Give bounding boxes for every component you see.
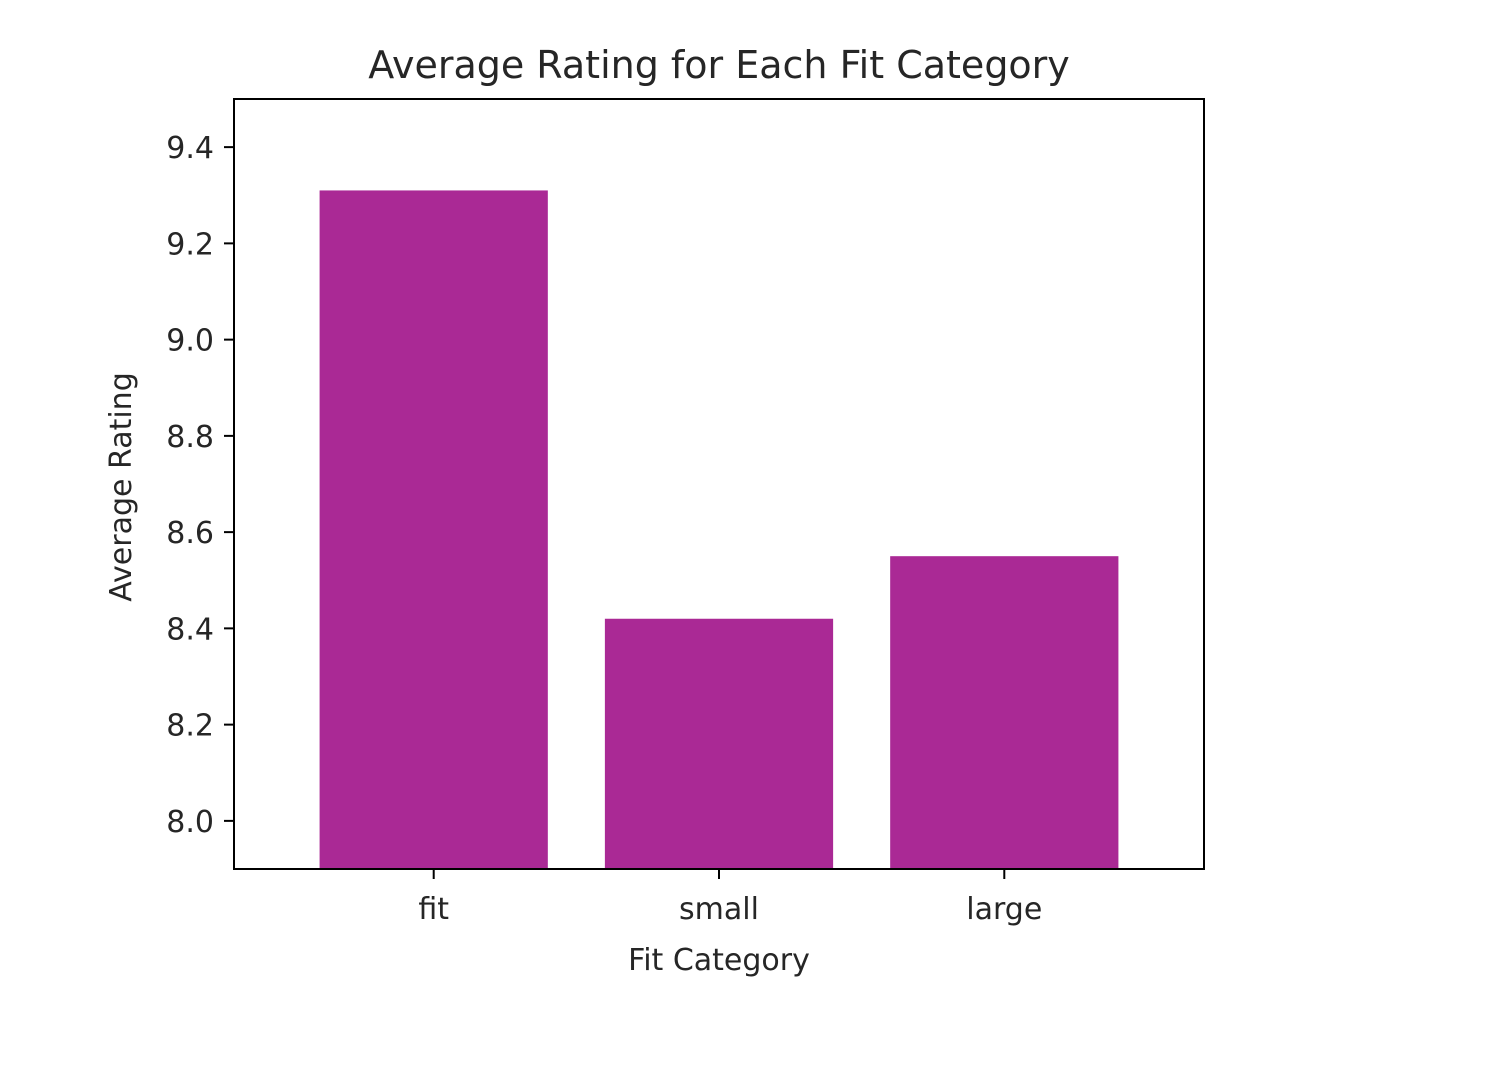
y-axis-label: Average Rating — [104, 372, 139, 601]
y-axis: 8.0 8.2 8.4 8.6 8.8 9.0 9.2 9.4 — [166, 131, 234, 840]
y-tick-label-8.8: 8.8 — [166, 420, 214, 455]
bar-small — [604, 618, 834, 869]
x-tick-label-large: large — [966, 892, 1042, 927]
bar-large — [890, 556, 1119, 869]
bars-group — [319, 190, 1119, 869]
bar-fit — [319, 190, 548, 869]
y-tick-label-8.0: 8.0 — [166, 805, 214, 840]
x-axis: fit small large — [418, 869, 1042, 927]
y-tick-label-9.4: 9.4 — [166, 131, 214, 166]
x-tick-label-small: small — [679, 892, 759, 927]
y-tick-label-8.4: 8.4 — [166, 612, 214, 647]
y-tick-label-9.0: 9.0 — [166, 324, 214, 359]
x-axis-label: Fit Category — [628, 943, 810, 978]
y-tick-label-8.2: 8.2 — [166, 709, 214, 744]
chart-title: Average Rating for Each Fit Category — [368, 43, 1070, 87]
y-tick-label-8.6: 8.6 — [166, 516, 214, 551]
x-tick-label-fit: fit — [418, 892, 449, 927]
plot-frame — [233, 98, 1205, 870]
y-tick-label-9.2: 9.2 — [166, 227, 214, 262]
